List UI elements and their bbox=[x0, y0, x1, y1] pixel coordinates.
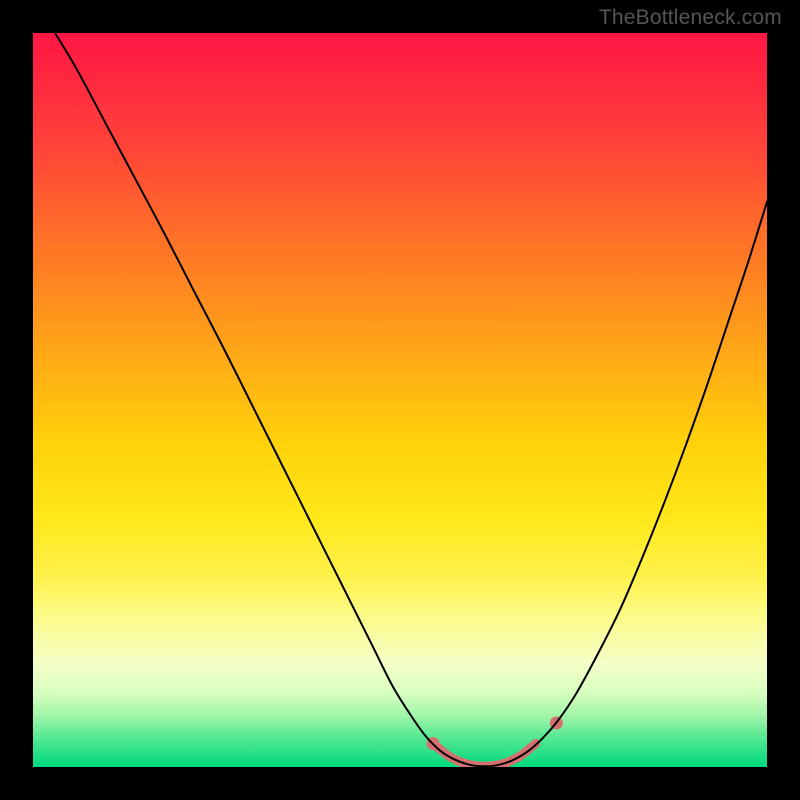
watermark-text: TheBottleneck.com bbox=[599, 6, 782, 30]
bottleneck-chart bbox=[33, 33, 767, 767]
chart-plot-area bbox=[33, 33, 767, 767]
chart-background bbox=[33, 33, 767, 767]
